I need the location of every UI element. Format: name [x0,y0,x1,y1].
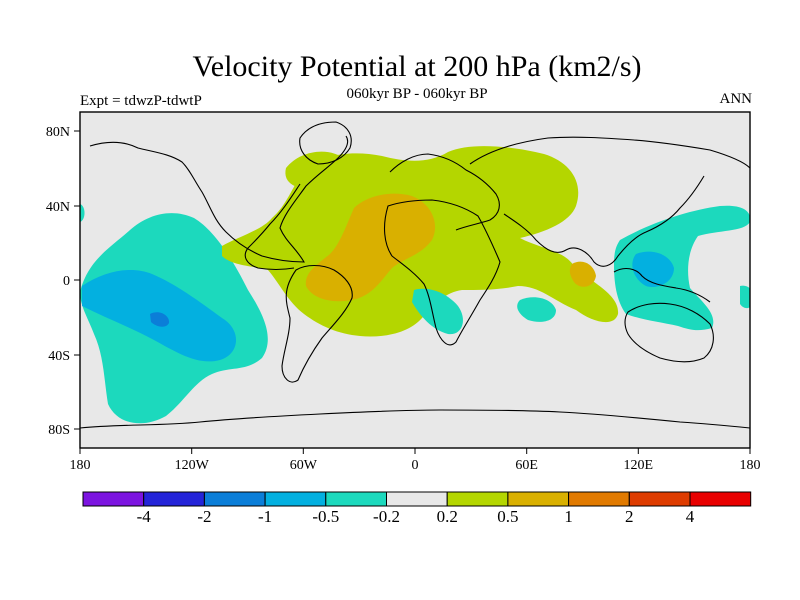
colorbar-swatch [507,491,570,507]
left-edge-cyan [80,204,85,222]
y-axis-labels: 80N 40N 0 40S 80S [46,125,70,438]
colorbar-swatch [446,491,509,507]
y-tick-label: 0 [63,274,70,289]
x-tick-label: 120W [175,458,210,473]
africa-coast [383,199,501,346]
y-tick-label: 80N [46,125,70,140]
colorbar-label: -2 [197,507,211,526]
page-title: Velocity Potential at 200 hPa (km2/s) [192,50,642,83]
x-tick-label: 180 [70,458,91,473]
colorbar-labels: -4 -2 -1 -0.5 -0.2 0.2 0.5 1 2 4 [137,507,695,526]
south-america-coast [281,264,353,383]
colorbar-label: -1 [258,507,272,526]
north-america-east-coast [244,183,301,271]
y-tick-label: 40S [48,349,70,364]
north-atlantic-blob [285,151,347,190]
east-pacific-right-edge [740,285,750,309]
antarctica-coast [80,409,750,429]
indian-ocean-cyan [517,297,556,322]
y-tick-label: 40N [46,200,70,215]
colorbar-label: -0.2 [373,507,400,526]
x-tick-label: 0 [412,458,419,473]
x-tick-label: 120E [624,458,654,473]
x-tick-label: 180 [740,458,761,473]
x-axis-labels: 180 120W 60W 0 60E 120E 180 [70,458,761,473]
colorbar-swatch [82,491,145,507]
asia-coast [469,136,750,169]
coastlines [80,121,750,429]
y-tick-label: 80S [48,423,70,438]
colorbar-swatch [325,491,387,507]
x-tick-label: 60W [290,458,318,473]
pacific-negative-core [150,312,170,327]
colorbar-swatch [203,491,266,507]
colorbar-label: 1 [564,507,573,526]
south-atlantic-cyan [412,288,463,335]
colorbar-swatch [568,491,630,507]
australia-coast [624,302,714,363]
colorbar-label: 4 [686,507,695,526]
atlantic-positive-orange [305,193,436,302]
south-asia-coast [503,175,705,267]
indian-ocean-orange [569,261,596,287]
contour-layer [80,146,750,424]
axis-ticks [74,130,751,454]
experiment-label: Expt = tdwzP-tdwtP [80,93,202,109]
colorbar-swatch [143,491,205,507]
colorbar-label: -0.5 [312,507,339,526]
west-pacific-negative-cyan [614,205,750,331]
colorbar [82,491,752,507]
indonesia-coast [613,267,711,303]
colorbar-swatch [386,491,448,507]
subtitle: 060kyr BP - 060kyr BP [346,86,488,102]
europe-coast [389,153,500,231]
north-america-coast [89,135,349,263]
colorbar-label: -4 [137,507,152,526]
season-label: ANN [719,91,753,107]
greenland-coast [299,121,352,165]
colorbar-label: 0.2 [437,507,458,526]
west-pacific-negative-blue [632,251,674,288]
colorbar-swatch [628,491,691,507]
x-tick-label: 60E [515,458,538,473]
colorbar-label: 2 [625,507,634,526]
colorbar-swatch [689,491,752,507]
colorbar-label: 0.5 [497,507,518,526]
colorbar-swatch [264,491,327,507]
